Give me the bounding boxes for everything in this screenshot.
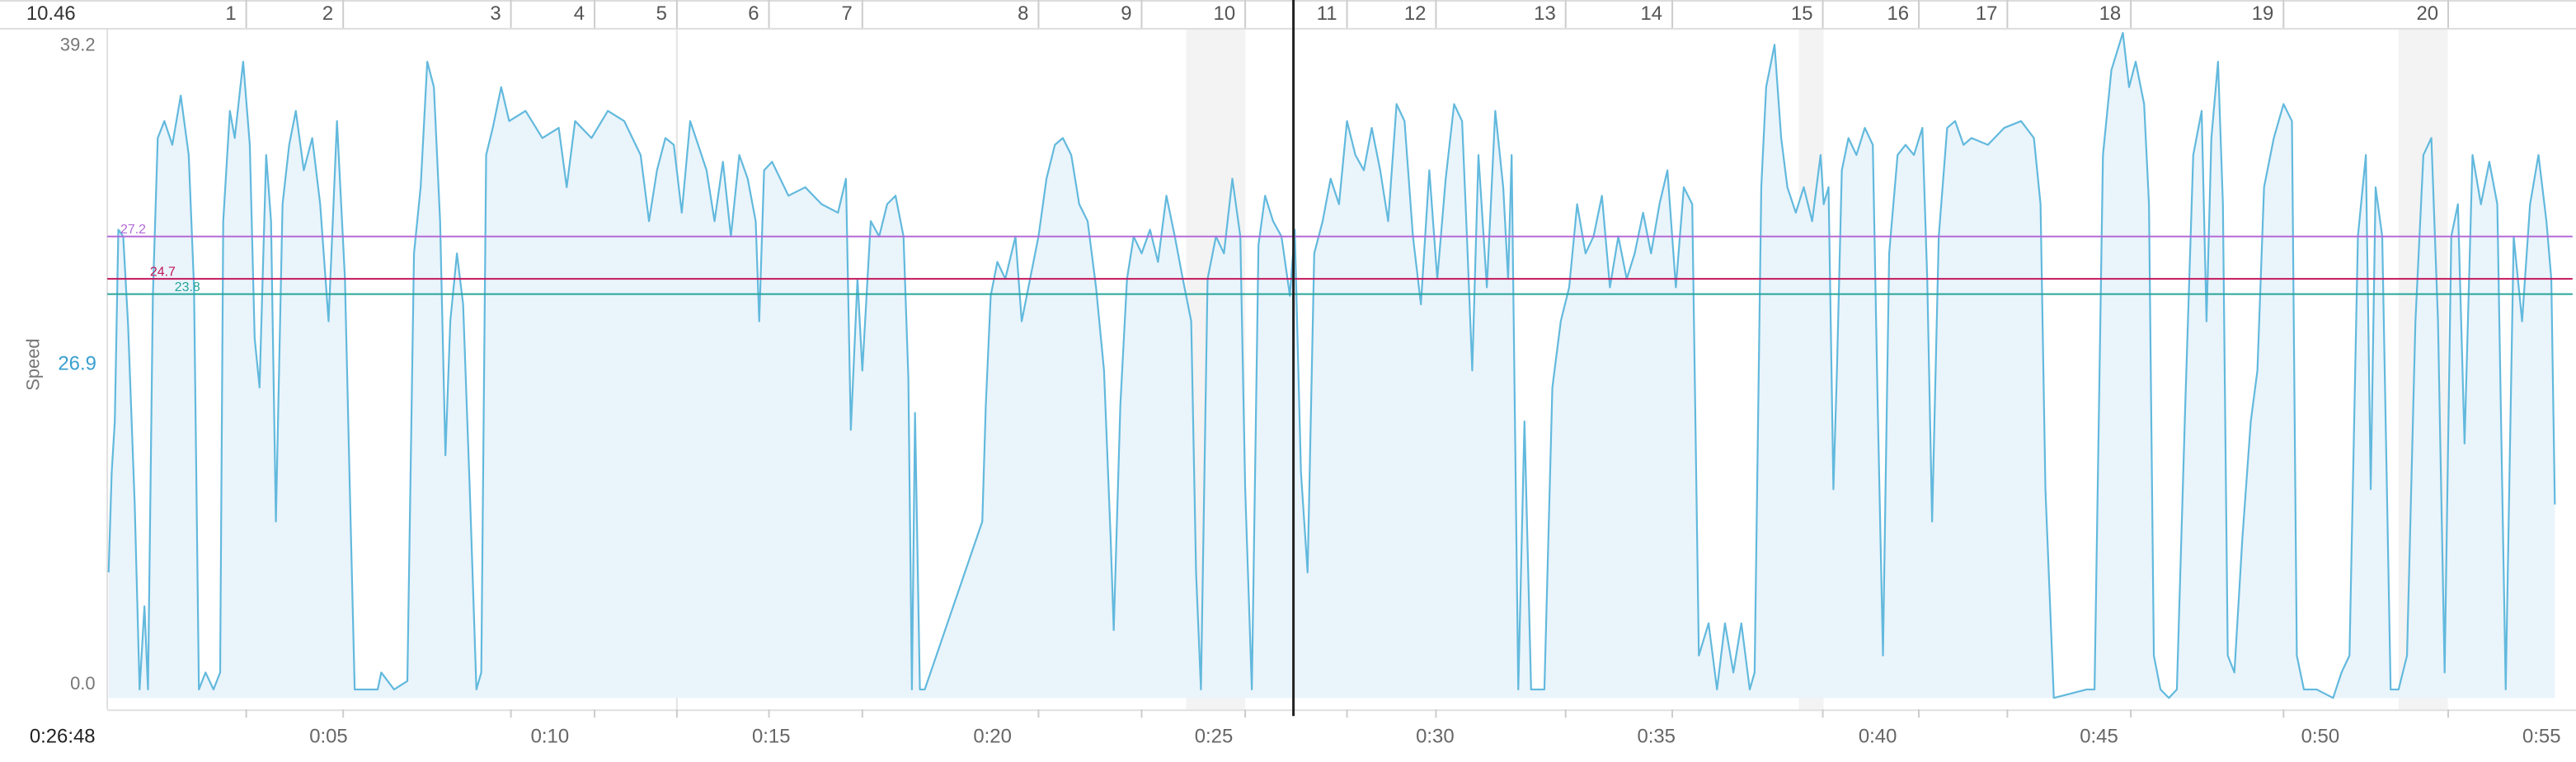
lap-number: 20	[2416, 2, 2438, 25]
lap-number: 17	[1976, 2, 1998, 25]
distance-label: 10.46	[26, 2, 76, 25]
lap-number: 19	[2252, 2, 2274, 25]
plot	[107, 31, 2556, 699]
y-tick-label: 39.2	[60, 35, 96, 55]
x-tick-label: 0:30	[1416, 725, 1455, 747]
x-tick-label: 0:20	[973, 725, 1012, 747]
lap-number: 10	[1214, 2, 1236, 25]
x-tick-label: 0:05	[309, 725, 348, 747]
cursor-speed: 26.9	[58, 352, 96, 374]
lap-number: 14	[1641, 2, 1663, 25]
speed-line	[107, 31, 2556, 699]
lap-number: 3	[490, 2, 501, 25]
reference-label: 23.8	[175, 280, 200, 294]
x-tick-label: 0:40	[1859, 725, 1897, 747]
reference-label: 27.2	[120, 223, 146, 237]
lap-number: 5	[656, 2, 667, 25]
lap-number: 18	[2099, 2, 2122, 25]
x-tick-label: 0:25	[1195, 725, 1234, 747]
cursor-time: 0:26:48	[30, 725, 96, 747]
lap-number: 4	[574, 2, 585, 25]
reference-label: 24.7	[150, 265, 176, 279]
lap-number: 12	[1404, 2, 1427, 25]
speed-area	[108, 32, 2555, 698]
lap-number: 2	[322, 2, 333, 25]
lap-number: 1	[225, 2, 236, 25]
lap-number: 8	[1018, 2, 1028, 25]
y-axis-label: Speed	[23, 338, 44, 390]
x-tick-label: 0:45	[2080, 725, 2118, 747]
lap-number: 11	[1317, 2, 1337, 25]
x-tick-label: 0:35	[1637, 725, 1676, 747]
x-tick-label: 0:15	[752, 725, 791, 747]
lap-number: 9	[1121, 2, 1131, 25]
x-tick-label: 0:10	[531, 725, 570, 747]
lap-number: 16	[1887, 2, 1909, 25]
lap-number: 15	[1791, 2, 1813, 25]
lap-number: 7	[842, 2, 853, 25]
y-tick-label: 0.0	[70, 673, 95, 694]
lap-number: 13	[1534, 2, 1556, 25]
x-tick-label: 0:50	[2301, 725, 2340, 747]
x-tick-label: 0:55	[2522, 725, 2561, 747]
lap-number: 6	[748, 2, 759, 25]
